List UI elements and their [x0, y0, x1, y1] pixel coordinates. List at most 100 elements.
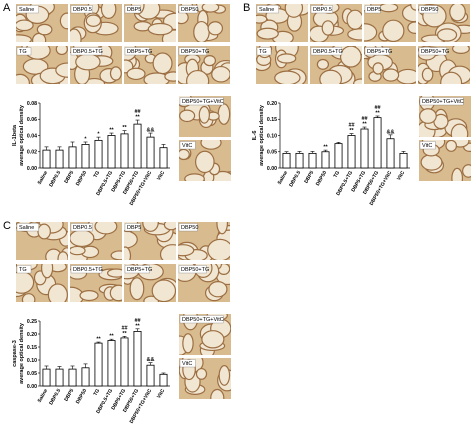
- label-box: [419, 141, 436, 150]
- x-tick-label: DBP5: [63, 388, 75, 403]
- bar: [308, 152, 317, 169]
- micrograph: DBP50+TG+VitC: [419, 96, 471, 137]
- micrograph: DBP5: [124, 222, 176, 260]
- y-tick-label: 0.15: [27, 345, 37, 351]
- follicle: [179, 109, 196, 123]
- follicle: [216, 222, 229, 235]
- bar: [94, 139, 103, 169]
- follicle: [256, 14, 268, 24]
- y-tick-label: 0.20: [267, 101, 277, 107]
- micrograph-label: DBP5: [127, 225, 141, 231]
- bar: [295, 152, 304, 169]
- follicles: [70, 222, 122, 260]
- bar: [68, 368, 77, 387]
- micrograph: TG: [16, 264, 68, 302]
- label-box: [418, 47, 447, 56]
- label-box: [256, 47, 272, 56]
- label-box: [179, 97, 224, 106]
- micrograph: DBP50+TG: [178, 264, 230, 302]
- bar: [55, 368, 64, 387]
- follicle: [147, 22, 173, 36]
- follicle: [16, 19, 34, 32]
- micrograph: DBP50: [178, 4, 230, 42]
- follicle: [372, 62, 384, 75]
- follicle: [353, 78, 362, 84]
- follicles: [178, 53, 230, 84]
- follicle: [210, 388, 225, 399]
- y-tick-label: 0.00: [267, 166, 277, 172]
- significance: **: [109, 334, 114, 340]
- significance: **: [349, 128, 354, 134]
- follicle: [321, 20, 335, 36]
- bar: [42, 149, 51, 169]
- bar: [42, 368, 51, 387]
- micrograph: DBP0.5+TG: [70, 264, 122, 302]
- bar: [146, 136, 155, 169]
- bar: [159, 147, 168, 169]
- follicle: [316, 58, 330, 70]
- bar: [373, 117, 382, 169]
- label-box: [310, 47, 343, 56]
- micrograph-label: DBP50+TG: [421, 49, 449, 55]
- x-tick-label: DBP0.5: [288, 170, 302, 188]
- bar: [120, 133, 129, 169]
- follicle: [201, 4, 220, 13]
- follicles: [310, 4, 362, 42]
- follicle: [70, 245, 86, 256]
- follicle: [382, 19, 405, 42]
- follicles: [16, 4, 68, 42]
- follicle: [184, 173, 205, 181]
- follicle: [178, 10, 189, 25]
- significance: **: [323, 145, 328, 151]
- follicle: [198, 105, 210, 124]
- x-tick-label: TG: [93, 170, 102, 179]
- micrograph: DBP50+TG: [418, 46, 470, 84]
- label-box: [179, 141, 196, 150]
- significance: ##: [134, 318, 140, 324]
- follicle: [37, 223, 51, 240]
- follicle: [182, 333, 194, 354]
- panel-label: C: [3, 220, 11, 232]
- micrograph-label: TG: [19, 267, 27, 273]
- bar: [107, 340, 116, 387]
- label-box: [70, 47, 103, 56]
- y-tick-label: 0.05: [27, 371, 37, 377]
- bar: [81, 144, 90, 169]
- micrograph-label: VitC: [422, 143, 432, 149]
- micrograph-label: DBP0.5+TG: [73, 267, 103, 273]
- follicles: [124, 46, 176, 84]
- bar: [360, 128, 369, 169]
- significance: &&: [147, 128, 155, 134]
- bar: [334, 143, 343, 169]
- follicle: [346, 9, 362, 30]
- follicle: [319, 69, 343, 84]
- follicle: [106, 268, 122, 278]
- follicle: [16, 34, 32, 42]
- follicle: [382, 68, 400, 82]
- follicles: [179, 140, 231, 181]
- label-box: [179, 359, 196, 368]
- follicle: [207, 21, 224, 36]
- x-tick-label: DBP5: [303, 170, 315, 185]
- x-tick-label: Saline: [277, 170, 290, 186]
- follicles: [178, 222, 230, 260]
- micrograph-label: DBP5: [127, 7, 141, 13]
- follicle: [421, 67, 434, 82]
- micrograph: DBP50: [178, 222, 230, 260]
- label-box: [16, 265, 32, 274]
- significance: ##: [134, 109, 140, 115]
- bar: [120, 337, 129, 387]
- follicle: [129, 277, 145, 301]
- micrograph-label: DBP50: [421, 7, 438, 13]
- bar: [321, 151, 330, 169]
- follicle: [47, 283, 68, 302]
- follicle: [151, 279, 176, 302]
- follicle: [195, 150, 215, 174]
- bar: [386, 138, 395, 169]
- significance: **: [109, 128, 114, 134]
- micrograph: DBP0.5: [310, 4, 362, 42]
- follicle: [211, 65, 230, 83]
- y-tick-label: 0.06: [27, 117, 37, 123]
